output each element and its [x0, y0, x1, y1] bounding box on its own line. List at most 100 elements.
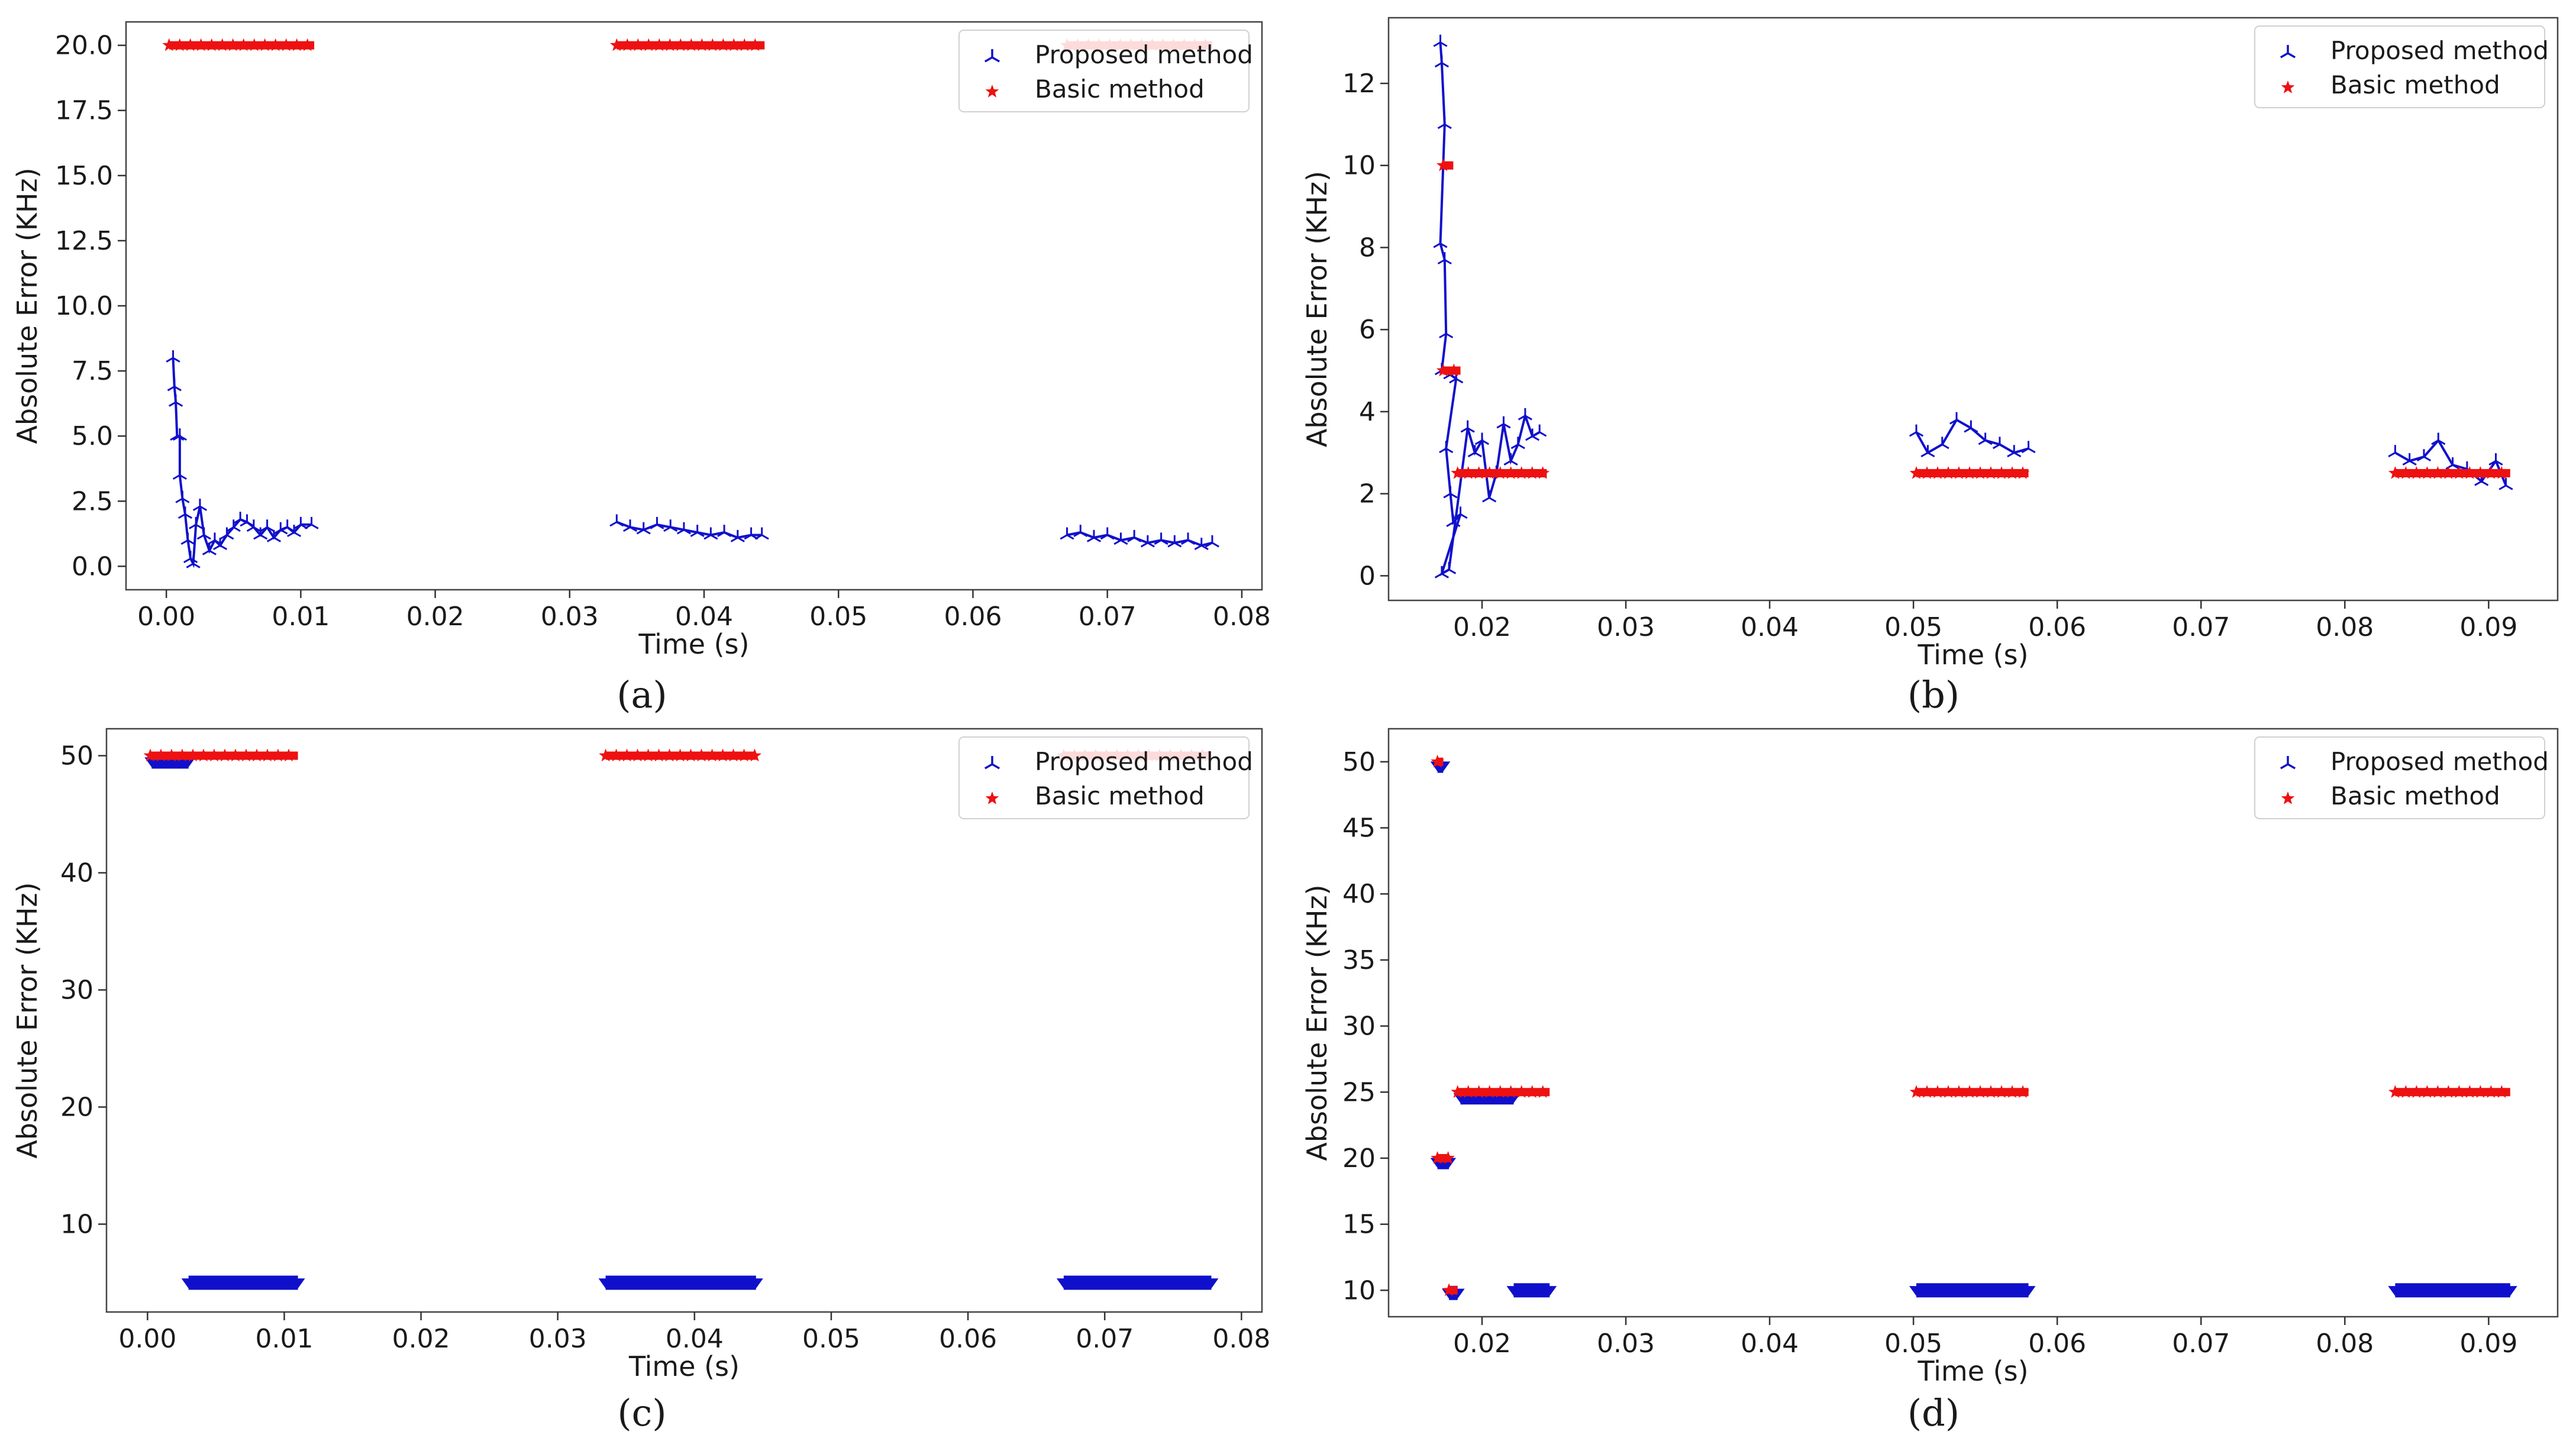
data-point-proposed-b	[1964, 420, 1978, 433]
series-basic-d	[1431, 754, 2510, 1296]
data-point-proposed-a	[260, 519, 275, 532]
data-point-proposed-b	[1949, 412, 1964, 425]
legend-label-basic-b: Basic method	[2330, 70, 2500, 99]
legend-label-basic-c: Basic method	[1035, 781, 1205, 810]
legend-marker-proposed-b	[2280, 45, 2296, 59]
legend-marker-basic-b	[2281, 80, 2295, 93]
y-tick-label-a: 17.5	[55, 96, 113, 126]
x-tick-label-b: 0.03	[1597, 612, 1655, 642]
x-tick-label-a: 0.06	[944, 602, 1002, 632]
y-tick-label-b: 4	[1359, 397, 1376, 427]
data-point-proposed-a	[177, 506, 193, 519]
y-tick-label-a: 7.5	[72, 356, 113, 386]
x-tick-label-a: 0.05	[809, 602, 867, 632]
data-band-proposed-c	[188, 1275, 298, 1290]
data-point-proposed-a	[1180, 532, 1196, 545]
y-tick-label-b: 12	[1342, 69, 1376, 99]
data-point-proposed-a	[240, 514, 254, 527]
chart-d: 0.02 0.03 0.04 0.05 0.06 0.07 0.08 0.09 10 15 20 25…	[1301, 728, 2559, 1387]
data-band-start-proposed-c	[1056, 1278, 1071, 1289]
data-point-proposed-a	[167, 379, 182, 392]
chart-b: 0.02 0.03 0.04 0.05 0.06 0.07 0.08 0.09 0 2 4 6 8 10 1…	[1301, 17, 2559, 671]
x-axis-label-b: Time (s)	[1917, 639, 2028, 671]
data-point-proposed-a	[703, 527, 718, 540]
y-tick-label-a: 5.0	[72, 421, 113, 451]
x-tick-label-d: 0.08	[2316, 1329, 2374, 1359]
data-point-proposed-b	[1460, 420, 1475, 433]
legend-b: Proposed method Basic method	[2254, 25, 2549, 108]
data-point-proposed-b	[2431, 432, 2446, 445]
legend-marker-basic-a	[985, 85, 999, 98]
data-point-proposed-a	[1086, 529, 1102, 542]
plot-frame-b	[1387, 17, 2559, 602]
x-tick-label-c: 0.08	[1212, 1324, 1270, 1354]
data-band-markers-basic-c	[599, 748, 761, 762]
legend-marker-basic-d	[2281, 791, 2295, 804]
legend-marker-proposed-c	[984, 756, 1000, 770]
data-band-start-proposed-d	[1909, 1286, 1923, 1296]
data-point-proposed-a	[1100, 527, 1115, 540]
x-tick-label-c: 0.03	[529, 1324, 587, 1354]
legend-marker-proposed-a	[984, 49, 1000, 63]
data-point-proposed-b	[1518, 408, 1532, 421]
data-point-proposed-a	[1073, 525, 1088, 537]
data-band-start-proposed-c	[598, 1278, 613, 1289]
proposed-trace-a	[616, 521, 762, 539]
y-tick-label-b: 0	[1359, 561, 1376, 591]
data-point-proposed-b	[1433, 235, 1448, 248]
data-point-proposed-a	[1194, 538, 1209, 550]
x-tick-label-b: 0.08	[2316, 612, 2374, 642]
data-point-proposed-a	[172, 428, 187, 441]
data-band-end-proposed-c	[748, 1278, 763, 1289]
data-point-proposed-b	[1992, 437, 2007, 450]
data-point-proposed-a	[189, 516, 204, 529]
data-point-proposed-a	[192, 499, 208, 511]
x-tick-label-b: 0.07	[2172, 612, 2230, 642]
data-point-proposed-b	[1453, 506, 1468, 519]
y-tick-label-c: 40	[60, 858, 93, 888]
y-tick-label-d: 15	[1342, 1210, 1376, 1240]
data-point-proposed-b	[1935, 437, 1949, 450]
data-point-proposed-b	[2007, 445, 2022, 458]
data-point-proposed-a	[172, 467, 187, 480]
data-band-proposed-c	[1063, 1275, 1212, 1290]
data-band-markers-basic-d	[1431, 754, 1444, 768]
data-point-proposed-b	[1909, 424, 1924, 437]
panel-label-d: (d)	[1907, 1391, 1960, 1434]
legend-label-proposed-b: Proposed method	[2330, 36, 2549, 65]
data-point-proposed-b	[2388, 445, 2403, 458]
legend-box-c	[958, 736, 1250, 819]
y-tick-label-d: 50	[1342, 747, 1376, 777]
data-point-proposed-a	[1167, 535, 1182, 548]
data-point-proposed-a	[246, 519, 261, 532]
data-point-proposed-b	[1434, 55, 1449, 68]
data-point-proposed-a	[717, 525, 732, 537]
x-tick-label-b: 0.05	[1884, 612, 1942, 642]
x-tick-label-c: 0.05	[802, 1324, 860, 1354]
x-tick-label-a: 0.07	[1079, 602, 1137, 632]
data-point-proposed-a	[253, 527, 268, 540]
legend-box-b	[2254, 25, 2545, 108]
y-tick-label-a: 2.5	[72, 486, 113, 516]
panel-a: 0.00 0.01 0.02 0.03 0.04 0.05 0.06 0.07 0.08 0.0 2…	[11, 21, 1271, 716]
data-band-proposed-d	[2395, 1283, 2510, 1298]
y-tick-label-d: 45	[1342, 813, 1376, 844]
y-tick-label-c: 20	[60, 1093, 93, 1123]
data-band-markers-basic-d	[2388, 1085, 2509, 1098]
legend-a: Proposed method Basic method	[958, 30, 1253, 112]
data-band-start-proposed-d	[2388, 1286, 2403, 1296]
data-point-proposed-b	[1439, 441, 1454, 454]
data-point-proposed-a	[286, 525, 302, 537]
plot-frame-d	[1387, 728, 2559, 1318]
x-tick-label-b: 0.06	[2028, 612, 2086, 642]
panel-d: 0.02 0.03 0.04 0.05 0.06 0.07 0.08 0.09 10 15 20 25…	[1301, 728, 2559, 1434]
x-tick-label-c: 0.07	[1076, 1324, 1134, 1354]
legend-d: Proposed method Basic method	[2254, 736, 2549, 819]
x-tick-label-d: 0.02	[1453, 1329, 1511, 1359]
data-band-markers-basic-a	[162, 38, 315, 51]
x-tick-label-d: 0.04	[1741, 1329, 1799, 1359]
panel-label-c: (c)	[617, 1391, 666, 1434]
x-tick-label-b: 0.04	[1741, 612, 1799, 642]
data-point-proposed-a	[1113, 532, 1128, 545]
